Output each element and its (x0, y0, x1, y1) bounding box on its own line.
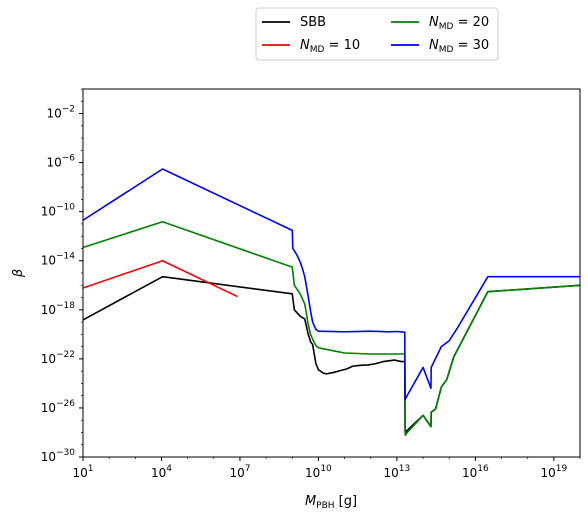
x-tick-label-2: 107 (229, 464, 250, 480)
legend: SBB NMD = 10 NMD = 20 NMD = 30 (255, 7, 499, 61)
series-line-2 (82, 220, 581, 436)
y-tick-label-5: 10−10 (41, 203, 76, 219)
x-tick-label-5: 1016 (462, 464, 489, 480)
y-tick-label-6: 10−6 (46, 154, 75, 170)
series-line-1 (82, 259, 238, 298)
y-tick-label-0: 10−30 (41, 448, 76, 464)
x-tick-label-0: 101 (72, 464, 93, 480)
y-tick-label-1: 10−26 (41, 399, 76, 415)
legend-label-1: NMD = 10 (300, 38, 360, 55)
legend-box (255, 7, 499, 61)
x-tick-label-6: 1019 (540, 464, 567, 480)
x-tick-label-4: 1013 (384, 464, 411, 480)
legend-label-2: NMD = 20 (429, 15, 489, 32)
y-axis-label: β (11, 269, 26, 278)
series-layer (82, 168, 581, 436)
y-tick-label-7: 10−2 (46, 105, 75, 121)
x-tick-label-3: 1010 (305, 464, 332, 480)
x-axis: 101 104 107 1010 1013 1016 1019 (72, 457, 581, 480)
series-line-3 (82, 168, 580, 401)
y-tick-label-3: 10−18 (41, 301, 76, 317)
y-tick-label-4: 10−14 (41, 252, 76, 268)
x-tick-label-1: 104 (151, 464, 172, 480)
y-tick-label-2: 10−22 (41, 350, 75, 366)
x-axis-label: MPBH [g] (305, 494, 357, 511)
legend-label-0: SBB (300, 15, 326, 30)
y-axis: 10−30 10−26 10−22 10−18 10−14 10−10 10−6 10−2 (41, 88, 83, 464)
legend-label-3: NMD = 30 (429, 38, 489, 55)
plot-area (83, 89, 580, 457)
